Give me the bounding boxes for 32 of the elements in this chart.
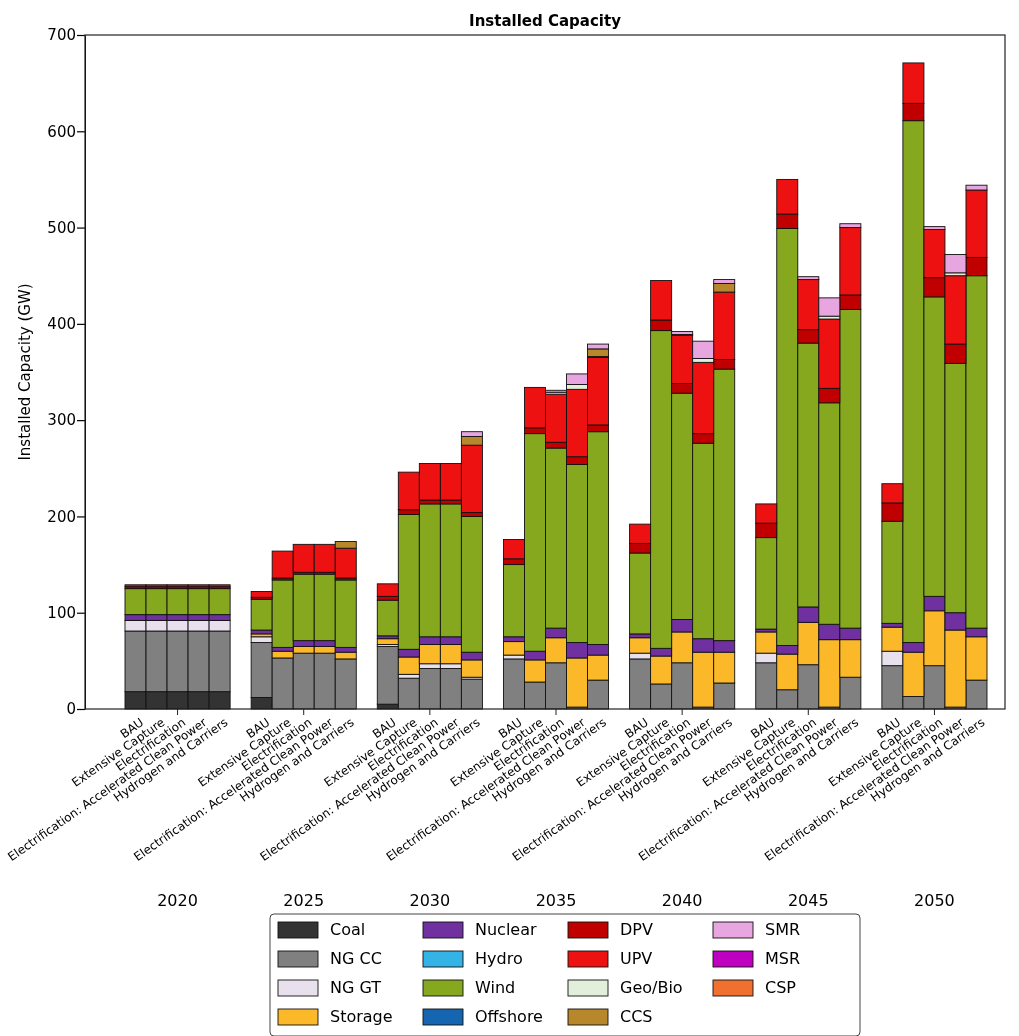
y-tick-label: 100 (47, 604, 76, 623)
legend-label: DPV (620, 920, 653, 939)
legend-label: NG GT (330, 978, 382, 997)
y-tick-label: 200 (47, 507, 76, 526)
text: 2020 (157, 891, 198, 910)
text: 2035 (535, 891, 577, 910)
legend-label: NG CC (330, 949, 382, 968)
legend-label: SMR (765, 920, 801, 939)
text: 2050 (914, 891, 955, 910)
legend-label: Offshore (475, 1007, 543, 1026)
legend-label: Storage (330, 1007, 393, 1026)
text: 2045 (787, 891, 829, 910)
legend-label: UPV (620, 949, 653, 968)
y-tick-label: 700 (47, 26, 76, 45)
legend-label: MSR (765, 949, 801, 968)
y-axis-title: Installed Capacity (GW) (16, 283, 34, 461)
text: 2030 (409, 891, 451, 910)
y-tick-label: 600 (47, 122, 76, 141)
legend-label: Geo/Bio (620, 978, 683, 997)
legend-label: CCS (620, 1007, 653, 1026)
text: 2025 (283, 891, 325, 910)
y-tick-label: 400 (47, 315, 76, 334)
y-tick-label: 0 (66, 700, 76, 719)
legend-label: Wind (475, 978, 516, 997)
legend-label: Coal (330, 920, 366, 939)
legend-label: Hydro (475, 949, 523, 968)
chart-title: Installed Capacity (469, 12, 622, 30)
y-tick-label: 300 (47, 411, 76, 430)
legend-label: Nuclear (475, 920, 537, 939)
legend-label: CSP (765, 978, 797, 997)
y-tick-label: 500 (47, 218, 76, 237)
text: 2040 (661, 891, 703, 910)
